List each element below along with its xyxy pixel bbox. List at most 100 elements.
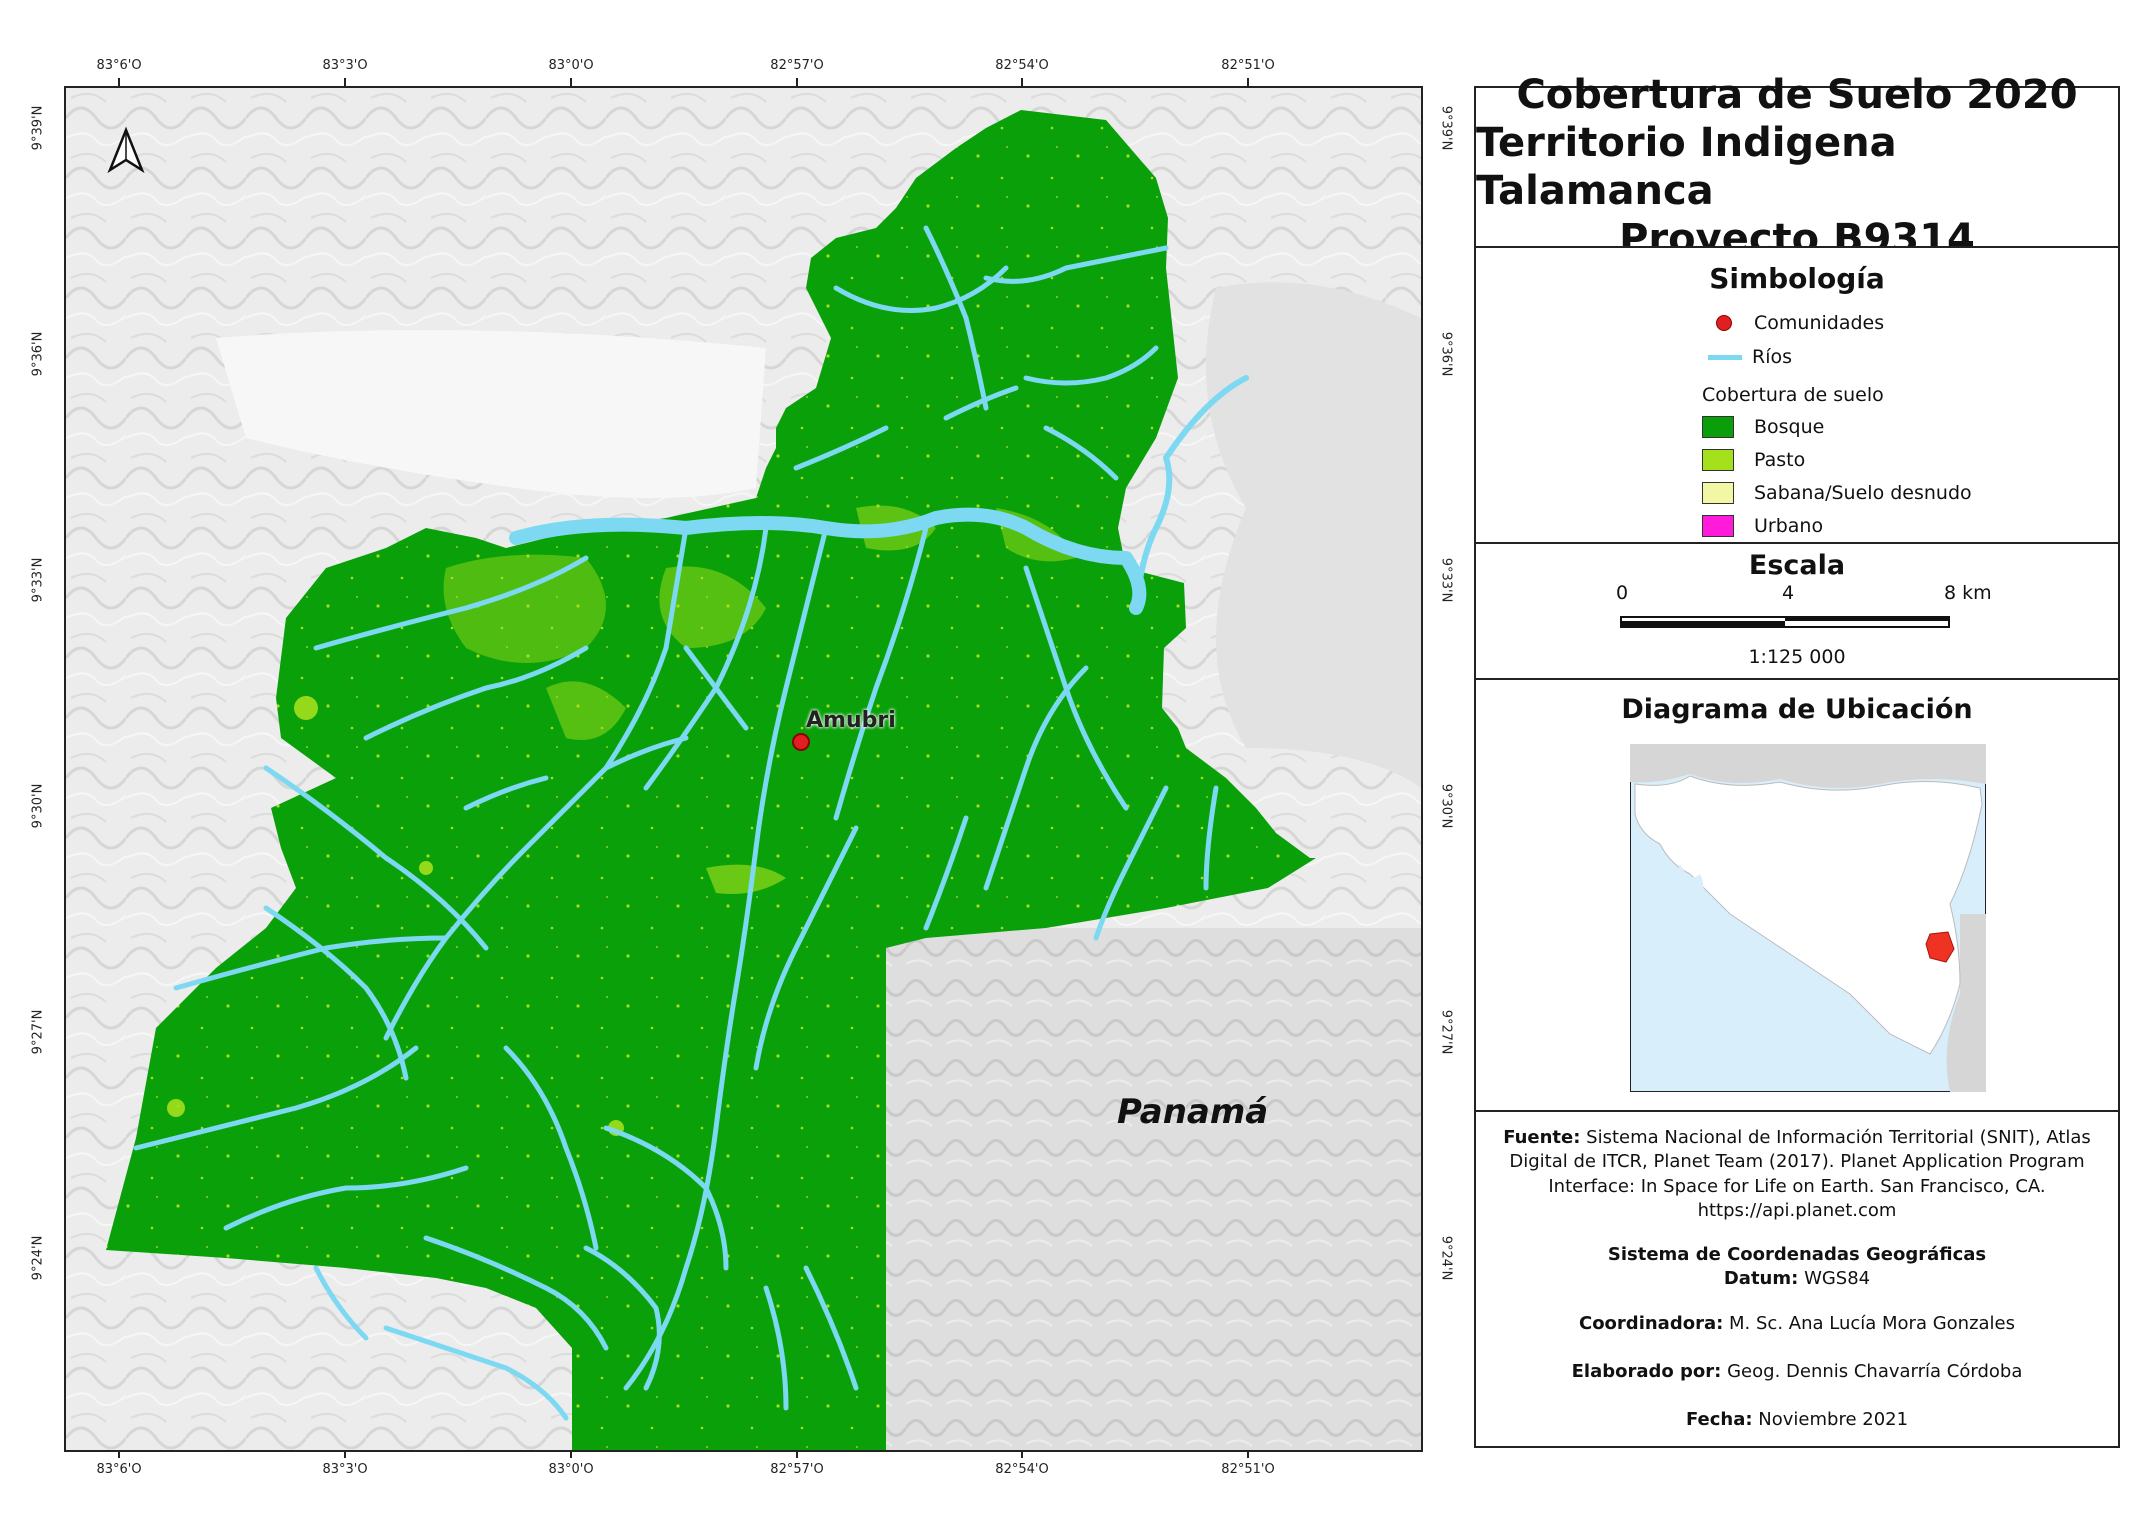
- inset-costa-rica: [1634, 775, 1983, 1055]
- legend-item-sabana: Sabana/Suelo desnudo: [1702, 482, 1972, 504]
- lon-tick-top: 82°54'O: [995, 58, 1049, 73]
- legend-item-communities: Comunidades: [1708, 312, 1884, 334]
- tick-mark: [118, 78, 120, 86]
- legend-item-bosque: Bosque: [1702, 416, 1824, 438]
- river-line-icon: [1708, 354, 1742, 360]
- lat-tick-right: 9°39'N: [1438, 105, 1454, 151]
- scale-panel: Escala 0 4 8 km 1:125 000: [1474, 542, 2120, 678]
- lon-tick-bottom: 82°51'O: [1221, 1462, 1275, 1477]
- source-text: Digital de ITCR, Planet Team (2017). Pla…: [1509, 1151, 2085, 1173]
- lon-tick-bottom: 83°6'O: [96, 1462, 142, 1477]
- lat-tick-right: 9°33'N: [1438, 557, 1454, 603]
- lat-tick-left: 9°33'N: [30, 557, 46, 603]
- source-url: https://api.planet.com: [1697, 1199, 1897, 1221]
- pasture-patches: [167, 505, 1076, 1136]
- scale-heading: Escala: [1748, 550, 1846, 581]
- community-point-icon: [1716, 315, 1732, 331]
- source-text: Interface: In Space for Life on Earth. S…: [1548, 1175, 2046, 1197]
- date-label: Fecha:: [1685, 1409, 1753, 1431]
- legend-panel: Simbología Comunidades Ríos Cobertura de…: [1474, 246, 2120, 542]
- pasto-swatch: [1702, 449, 1734, 471]
- map-canvas: [66, 88, 1421, 1450]
- tick-mark: [1247, 78, 1249, 86]
- scale-label-4: 4: [1782, 582, 1795, 604]
- lat-tick-left: 9°39'N: [30, 105, 46, 151]
- lat-tick-right: 9°30'N: [1438, 783, 1454, 829]
- map-title-line2: Territorio Indigena Talamanca: [1476, 120, 1897, 214]
- scale-bar: [1620, 616, 1950, 628]
- lat-tick-right: 9°36'N: [1438, 331, 1454, 377]
- tick-mark: [1247, 1450, 1249, 1458]
- coordinator-value: M. Sc. Ana Lucía Mora Gonzales: [1729, 1312, 2016, 1334]
- sabana-swatch: [1702, 482, 1734, 504]
- scale-label-8: 8 km: [1944, 582, 1992, 604]
- legend-label: Bosque: [1754, 416, 1825, 438]
- inset-map: [1630, 744, 1986, 1092]
- tick-mark: [570, 1450, 572, 1458]
- tick-mark: [118, 1450, 120, 1458]
- inset-nicaragua: [1630, 744, 1986, 788]
- inset-heading: Diagrama de Ubicación: [1621, 694, 1973, 725]
- legend-label: Sabana/Suelo desnudo: [1754, 482, 1972, 504]
- author-value: Geog. Dennis Chavarría Córdoba: [1727, 1361, 2023, 1383]
- legend-label: Urbano: [1754, 515, 1824, 537]
- tick-mark: [570, 78, 572, 86]
- tick-mark: [1021, 1450, 1023, 1458]
- lat-tick-right: 9°27'N: [1438, 1009, 1454, 1055]
- date-value: Noviembre 2021: [1758, 1409, 1909, 1431]
- community-label: Amubri: [806, 708, 896, 733]
- coastal-area: [1206, 282, 1421, 788]
- legend-item-rivers: Ríos: [1708, 346, 1792, 368]
- inset-study-area: [1925, 931, 1955, 963]
- lon-tick-top: 83°0'O: [548, 58, 594, 73]
- tick-mark: [1021, 78, 1023, 86]
- tick-mark: [344, 78, 346, 86]
- legend-label: Comunidades: [1754, 312, 1885, 334]
- coordinator-label: Coordinadora:: [1578, 1312, 1724, 1334]
- lon-tick-bottom: 82°54'O: [995, 1462, 1049, 1477]
- lon-tick-top: 83°6'O: [96, 58, 142, 73]
- source-label: Fuente:: [1503, 1127, 1581, 1148]
- lat-tick-left: 9°27'N: [30, 1009, 46, 1055]
- datum-value: WGS84: [1804, 1268, 1871, 1290]
- legend-item-urbano: Urbano: [1702, 515, 1823, 537]
- map-title-line1: Cobertura de Suelo 2020: [1516, 72, 2078, 118]
- crs-text: Sistema de Coordenadas Geográficas: [1607, 1244, 1987, 1266]
- lon-tick-bottom: 82°57'O: [770, 1462, 824, 1477]
- lon-tick-bottom: 83°3'O: [322, 1462, 368, 1477]
- legend-heading: Simbología: [1709, 262, 1885, 295]
- scale-label-0: 0: [1616, 582, 1629, 604]
- valley-lowland: [216, 330, 766, 498]
- inset-panama: [1946, 914, 1986, 1092]
- author-label: Elaborado por:: [1571, 1361, 1722, 1383]
- scale-ratio: 1:125 000: [1748, 646, 1846, 668]
- lat-tick-right: 9°24'N: [1438, 1235, 1454, 1281]
- legend-label: Pasto: [1754, 449, 1806, 471]
- tick-mark: [796, 1450, 798, 1458]
- lon-tick-top: 82°57'O: [770, 58, 824, 73]
- source-text: Sistema Nacional de Información Territor…: [1586, 1127, 2091, 1148]
- lon-tick-top: 82°51'O: [1221, 58, 1275, 73]
- bosque-swatch: [1702, 416, 1734, 438]
- community-point: [792, 733, 810, 751]
- tick-mark: [344, 1450, 346, 1458]
- country-label: Panamá: [1117, 1092, 1269, 1132]
- map-frame[interactable]: [64, 86, 1423, 1452]
- datum-label: Datum:: [1723, 1268, 1799, 1290]
- lat-tick-left: 9°30'N: [30, 783, 46, 829]
- title-panel: Cobertura de Suelo 2020 Territorio Indig…: [1474, 72, 2120, 262]
- panama-region: [886, 928, 1421, 1450]
- north-arrow-icon: [107, 126, 145, 174]
- lat-tick-left: 9°36'N: [30, 331, 46, 377]
- info-panel: Fuente: Sistema Nacional de Información …: [1474, 1110, 2120, 1448]
- tick-mark: [796, 78, 798, 86]
- rivers: [133, 225, 1249, 1421]
- territory-forest: [106, 110, 1316, 1450]
- legend-item-pasto: Pasto: [1702, 449, 1805, 471]
- lon-tick-top: 83°3'O: [322, 58, 368, 73]
- inset-panel: Diagrama de Ubicación: [1474, 678, 2120, 1110]
- lat-tick-left: 9°24'N: [30, 1235, 46, 1281]
- legend-label: Ríos: [1752, 346, 1793, 368]
- urbano-swatch: [1702, 515, 1734, 537]
- lon-tick-bottom: 83°0'O: [548, 1462, 594, 1477]
